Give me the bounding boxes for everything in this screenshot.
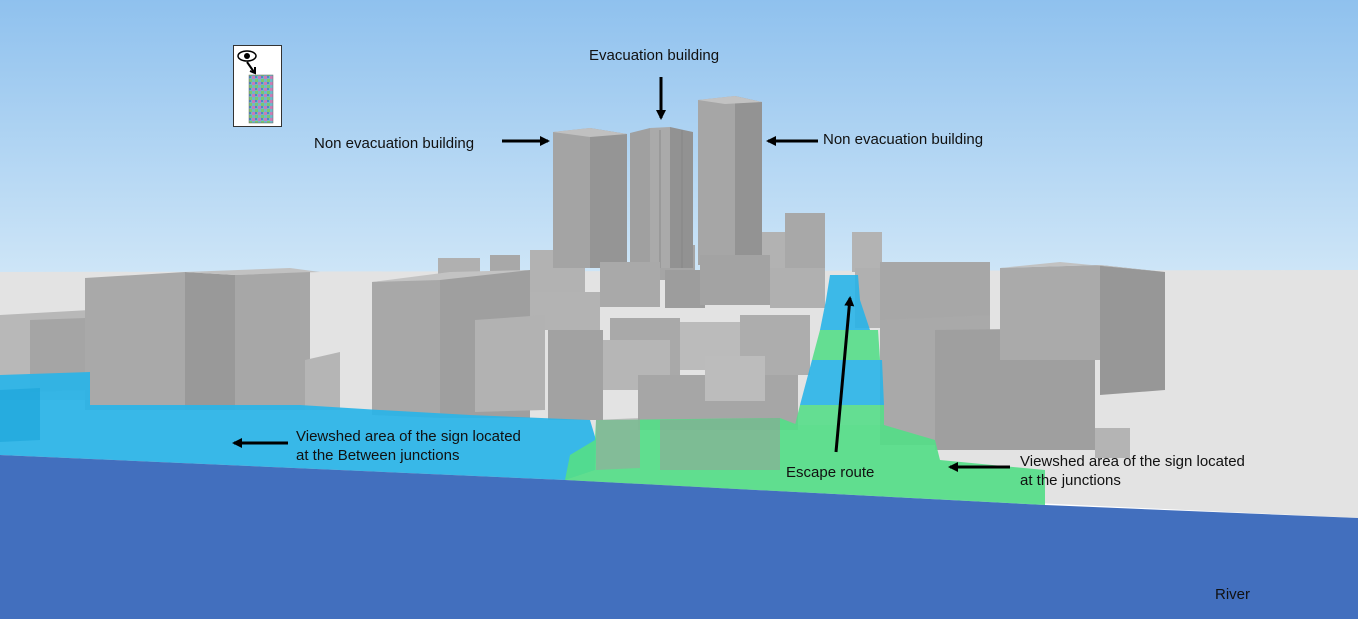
label-river: River: [1215, 586, 1251, 603]
non-evacuation-tower-right: [698, 96, 762, 265]
eye-icon: [237, 50, 257, 62]
viewshed-between-area: [0, 372, 596, 480]
arrow-escape-route: [834, 296, 855, 453]
sign-thumbnail-icon: [248, 74, 274, 124]
evacuation-tower: [630, 127, 693, 268]
left-blocks: [0, 268, 545, 418]
label-viewshed-junctions-1: Viewshed area of the sign located: [1020, 453, 1245, 470]
label-escape-route: Escape route: [786, 464, 875, 481]
river: [0, 455, 1358, 619]
mid-buildings: [520, 255, 990, 430]
label-viewshed-junctions-2: at the junctions: [1020, 472, 1121, 489]
label-non-evacuation-left: Non evacuation building: [314, 135, 475, 152]
sign-legend-card: [233, 45, 282, 127]
label-evacuation-building: Evacuation building: [589, 47, 720, 64]
label-viewshed-between-1: Viewshed area of the sign located: [296, 428, 521, 445]
annotation-arrows: [232, 77, 1010, 472]
right-blocks: [880, 262, 1165, 458]
non-evacuation-tower-left: [553, 128, 627, 268]
label-viewshed-between-2: at the Between junctions: [296, 447, 460, 464]
label-non-evacuation-right: Non evacuation building: [823, 131, 984, 148]
foreground-buildings: [596, 418, 780, 470]
